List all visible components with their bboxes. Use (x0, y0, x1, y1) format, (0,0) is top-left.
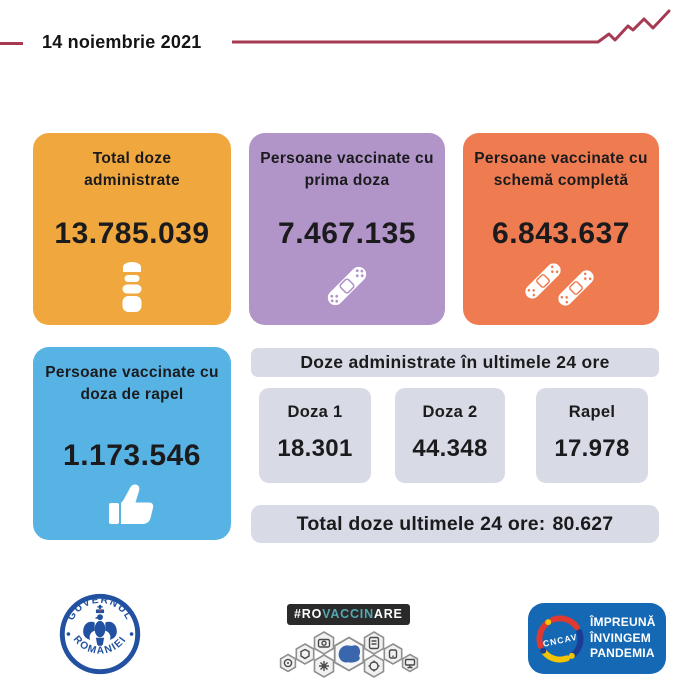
date-title: 14 noiembrie 2021 (42, 32, 202, 52)
vaccine-vial-icon (113, 261, 151, 315)
mini-card-value: 18.301 (277, 435, 353, 462)
last24h-total-bar: Total doze ultimele 24 ore: 80.627 (251, 505, 659, 543)
government-of-romania-seal: GUVERNUL ROMÂNIEI (59, 593, 141, 675)
last24h-title-bar: Doze administrate în ultimele 24 ore (251, 348, 659, 377)
card-title: Persoane vaccinate cu prima doza (260, 150, 434, 189)
mini-card-booster: Rapel 17.978 (536, 388, 648, 483)
mini-card-value: 17.978 (554, 435, 630, 462)
coat-of-arms-eagle-icon (83, 604, 117, 646)
card-value: 7.467.135 (278, 217, 416, 251)
card-total-doses: Total doze administrate 13.785.039 (33, 133, 231, 325)
card-title: Total doze administrate (84, 150, 180, 189)
mini-card-label: Doza 1 (287, 403, 343, 421)
mini-card-value: 44.348 (412, 435, 488, 462)
card-full-scheme: Persoane vaccinate cu schemă completă 6.… (463, 133, 659, 325)
card-value: 6.843.637 (492, 217, 630, 251)
mini-card-label: Doza 2 (422, 403, 478, 421)
rovaccinare-prefix: #RO (294, 607, 323, 621)
cncav-slogan-line: ÎNVINGEM (590, 630, 651, 645)
rovaccinare-hashtag-banner: #ROVACCINARE (287, 604, 410, 625)
mini-card-label: Rapel (568, 403, 616, 421)
romania-map-icon (338, 645, 361, 663)
card-title: Persoane vaccinate cu schemă completă (474, 150, 648, 189)
card-first-dose: Persoane vaccinate cu prima doza 7.467.1… (249, 133, 445, 325)
cncav-emblem-text: CNCAV (542, 631, 579, 648)
cncav-slogan-line: ÎMPREUNĂ (590, 615, 656, 630)
double-bandage-icon (517, 255, 605, 315)
trend-line-icon (232, 9, 671, 44)
card-value: 1.173.546 (63, 439, 201, 473)
bandage-icon (318, 257, 376, 315)
card-value: 13.785.039 (54, 217, 210, 251)
last24h-title: Doze administrate în ultimele 24 ore (300, 352, 610, 372)
cncav-slogan-line: PANDEMIA (590, 646, 655, 661)
header-dash-line (0, 42, 23, 45)
mini-card-dose1: Doza 1 18.301 (259, 388, 371, 483)
mini-card-dose2: Doza 2 44.348 (395, 388, 505, 483)
card-booster-dose: Persoane vaccinate cu doza de rapel 1.17… (33, 347, 231, 540)
hexagon-glyphs (283, 636, 416, 672)
rovaccinare-suffix: ARE (373, 607, 403, 621)
total-value: 80.627 (552, 512, 614, 535)
thumbs-up-icon (104, 480, 160, 530)
rovaccinare-highlight: VACCIN (322, 607, 374, 621)
card-title: Persoane vaccinate cu doza de rapel (45, 364, 219, 403)
cncav-emblem-icon: CNCAV (536, 614, 584, 663)
cncav-badge: CNCAV ÎMPREUNĂ ÎNVINGEM PANDEMIA (528, 603, 666, 674)
total-label: Total doze ultimele 24 ore: (296, 512, 546, 535)
cncav-slogan: ÎMPREUNĂ ÎNVINGEM PANDEMIA (590, 615, 656, 662)
rovaccinare-hexagon-icons (279, 631, 419, 678)
